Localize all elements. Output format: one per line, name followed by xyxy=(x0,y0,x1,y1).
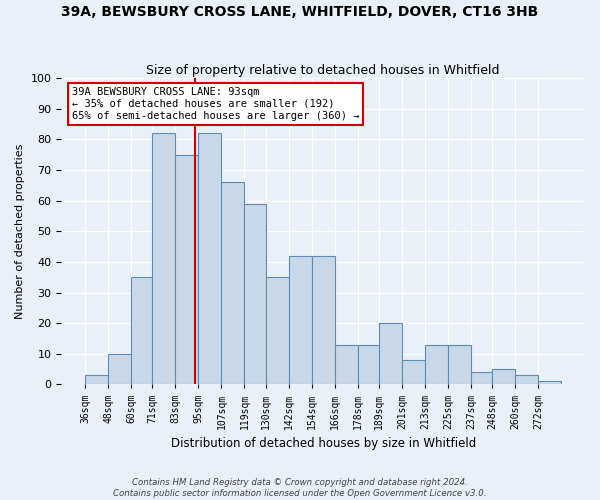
Text: Contains HM Land Registry data © Crown copyright and database right 2024.
Contai: Contains HM Land Registry data © Crown c… xyxy=(113,478,487,498)
Bar xyxy=(311,256,335,384)
Text: 39A BEWSBURY CROSS LANE: 93sqm
← 35% of detached houses are smaller (192)
65% of: 39A BEWSBURY CROSS LANE: 93sqm ← 35% of … xyxy=(72,88,359,120)
Bar xyxy=(538,382,561,384)
Bar xyxy=(289,256,311,384)
Bar xyxy=(379,323,402,384)
Bar xyxy=(402,360,425,384)
Bar xyxy=(108,354,131,384)
Bar xyxy=(515,375,538,384)
Bar xyxy=(131,277,152,384)
Bar xyxy=(175,154,199,384)
Title: Size of property relative to detached houses in Whitfield: Size of property relative to detached ho… xyxy=(146,64,500,77)
Bar xyxy=(448,344,471,385)
Bar xyxy=(244,204,266,384)
Bar xyxy=(199,134,221,384)
Bar xyxy=(471,372,492,384)
Bar xyxy=(335,344,358,385)
Bar xyxy=(358,344,379,385)
Bar xyxy=(221,182,244,384)
Text: 39A, BEWSBURY CROSS LANE, WHITFIELD, DOVER, CT16 3HB: 39A, BEWSBURY CROSS LANE, WHITFIELD, DOV… xyxy=(61,5,539,19)
Bar xyxy=(425,344,448,385)
Bar xyxy=(266,277,289,384)
X-axis label: Distribution of detached houses by size in Whitfield: Distribution of detached houses by size … xyxy=(170,437,476,450)
Bar xyxy=(85,375,108,384)
Bar xyxy=(492,369,515,384)
Y-axis label: Number of detached properties: Number of detached properties xyxy=(15,144,25,319)
Bar xyxy=(152,134,175,384)
